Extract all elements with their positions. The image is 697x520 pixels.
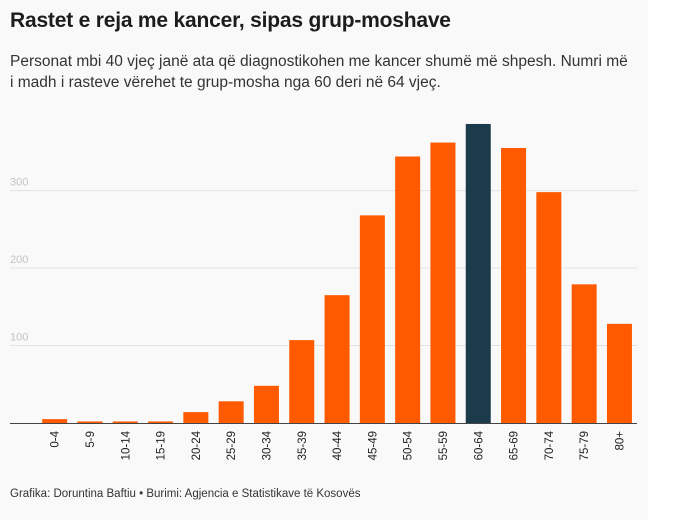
bar — [571, 284, 597, 423]
x-tick-label: 55-59 — [438, 431, 450, 460]
bar — [501, 147, 527, 423]
chart-title: Rastet e reja me kancer, sipas grup-mosh… — [10, 9, 451, 32]
bar — [183, 412, 209, 423]
bar — [112, 421, 138, 423]
chart-footer: Grafika: Doruntina Baftiu • Burimi: Agje… — [10, 488, 361, 500]
bar — [42, 419, 68, 423]
x-tick-label: 45-49 — [367, 431, 379, 460]
x-tick-label: 10-14 — [120, 430, 132, 460]
x-tick-label: 20-24 — [191, 430, 203, 460]
x-tick-label: 35-39 — [297, 431, 309, 460]
x-tick-label: 0-4 — [50, 430, 62, 447]
x-tick-label: 25-29 — [226, 431, 238, 460]
bar — [430, 142, 456, 423]
x-tick-label: 5-9 — [85, 431, 97, 448]
x-tick-label: 60-64 — [473, 430, 485, 460]
bar — [359, 215, 385, 423]
x-tick-label: 50-54 — [403, 430, 415, 460]
bar — [465, 123, 491, 424]
x-tick-label: 15-19 — [156, 431, 168, 460]
bar — [395, 156, 421, 423]
y-tick-label: 100 — [10, 332, 28, 344]
y-tick-label: 300 — [10, 177, 28, 189]
x-tick-label: 80+ — [614, 431, 626, 451]
bar — [536, 192, 562, 423]
bar-chart: 100 200 300 0-4 5-9 10-14 15-19 20-24 25-29 30-34… — [10, 123, 637, 460]
bar — [606, 323, 632, 423]
bar — [148, 421, 174, 423]
x-tick-label: 70-74 — [544, 430, 556, 460]
x-tick-label: 65-69 — [509, 431, 521, 460]
bar — [218, 401, 244, 423]
bar — [77, 421, 103, 423]
x-tick-label: 75-79 — [579, 431, 591, 460]
bar — [324, 295, 350, 423]
chart-card: Rastet e reja me kancer, sipas grup-mosh… — [10, 9, 637, 500]
bar — [253, 385, 279, 423]
x-tick-label: 30-34 — [261, 430, 273, 460]
bar — [289, 340, 315, 423]
x-tick-label: 40-44 — [332, 430, 344, 460]
chart-subtitle: Personat mbi 40 vjeç janë ata që diagnos… — [10, 53, 628, 91]
y-tick-label: 200 — [10, 254, 28, 266]
